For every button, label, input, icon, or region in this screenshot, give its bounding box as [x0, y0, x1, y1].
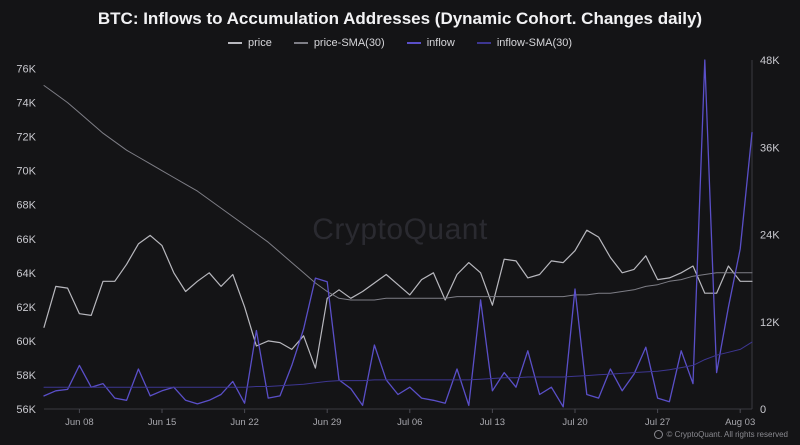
series-line-inflow-sma-30 — [43, 341, 753, 388]
footer-credit-text: © CryptoQuant. All rights reserved — [666, 430, 789, 439]
legend-item-inflow-sma[interactable]: inflow-SMA(30) — [476, 37, 573, 49]
legend-label-price-sma: price-SMA(30) — [313, 37, 385, 49]
y-left-tick-label: 60K — [16, 336, 36, 348]
chart-legend: price price-SMA(30) inflow inflow-SMA(30… — [0, 37, 800, 49]
legend-label-inflow: inflow — [426, 37, 455, 49]
legend-swatch-inflow-sma — [476, 42, 491, 44]
legend-item-price[interactable]: price — [227, 37, 272, 49]
legend-label-inflow-sma: inflow-SMA(30) — [496, 37, 573, 49]
y-left-tick-label: 66K — [16, 234, 36, 246]
y-left-tick-label: 74K — [16, 98, 36, 110]
y-right-tick-label: 0 — [760, 404, 766, 416]
y-right-tick-label: 36K — [760, 142, 780, 154]
x-tick-label: Jul 20 — [562, 417, 587, 428]
x-tick-label: Jul 06 — [397, 417, 422, 428]
footer-credit: © CryptoQuant. All rights reserved — [653, 430, 789, 439]
x-tick-label: Jun 22 — [230, 417, 259, 428]
watermark: CryptoQuant — [312, 213, 488, 246]
y-left-tick-label: 68K — [16, 200, 36, 212]
series-line-price-sma-30 — [43, 85, 753, 301]
series-line-inflow — [43, 59, 753, 408]
chart-title: BTC: Inflows to Accumulation Addresses (… — [97, 9, 703, 28]
y-left-tick-label: 76K — [16, 64, 36, 76]
legend-swatch-price-sma — [293, 42, 308, 44]
legend-swatch-price — [227, 42, 242, 44]
y-left-tick-label: 64K — [16, 268, 36, 280]
y-left-tick-label: 58K — [16, 370, 36, 382]
y-left-tick-label: 56K — [16, 404, 36, 416]
legend-label-price: price — [247, 37, 272, 49]
y-right-tick-label: 24K — [760, 230, 780, 242]
cryptoquant-logo-icon — [653, 430, 663, 439]
legend-item-price-sma[interactable]: price-SMA(30) — [293, 37, 385, 49]
x-tick-label: Jul 27 — [645, 417, 670, 428]
y-right-tick-label: 12K — [760, 317, 780, 329]
y-left-tick-label: 72K — [16, 132, 36, 144]
x-tick-label: Jul 13 — [480, 417, 505, 428]
y-left-tick-label: 70K — [16, 166, 36, 178]
x-tick-label: Jun 29 — [313, 417, 342, 428]
legend-swatch-inflow — [406, 42, 421, 44]
x-tick-label: Aug 03 — [725, 417, 755, 428]
x-tick-label: Jun 08 — [65, 417, 94, 428]
series-line-price — [43, 229, 753, 369]
y-left-tick-label: 62K — [16, 302, 36, 314]
y-right-tick-label: 48K — [760, 55, 780, 67]
x-tick-label: Jun 15 — [148, 417, 177, 428]
legend-item-inflow[interactable]: inflow — [406, 37, 455, 49]
